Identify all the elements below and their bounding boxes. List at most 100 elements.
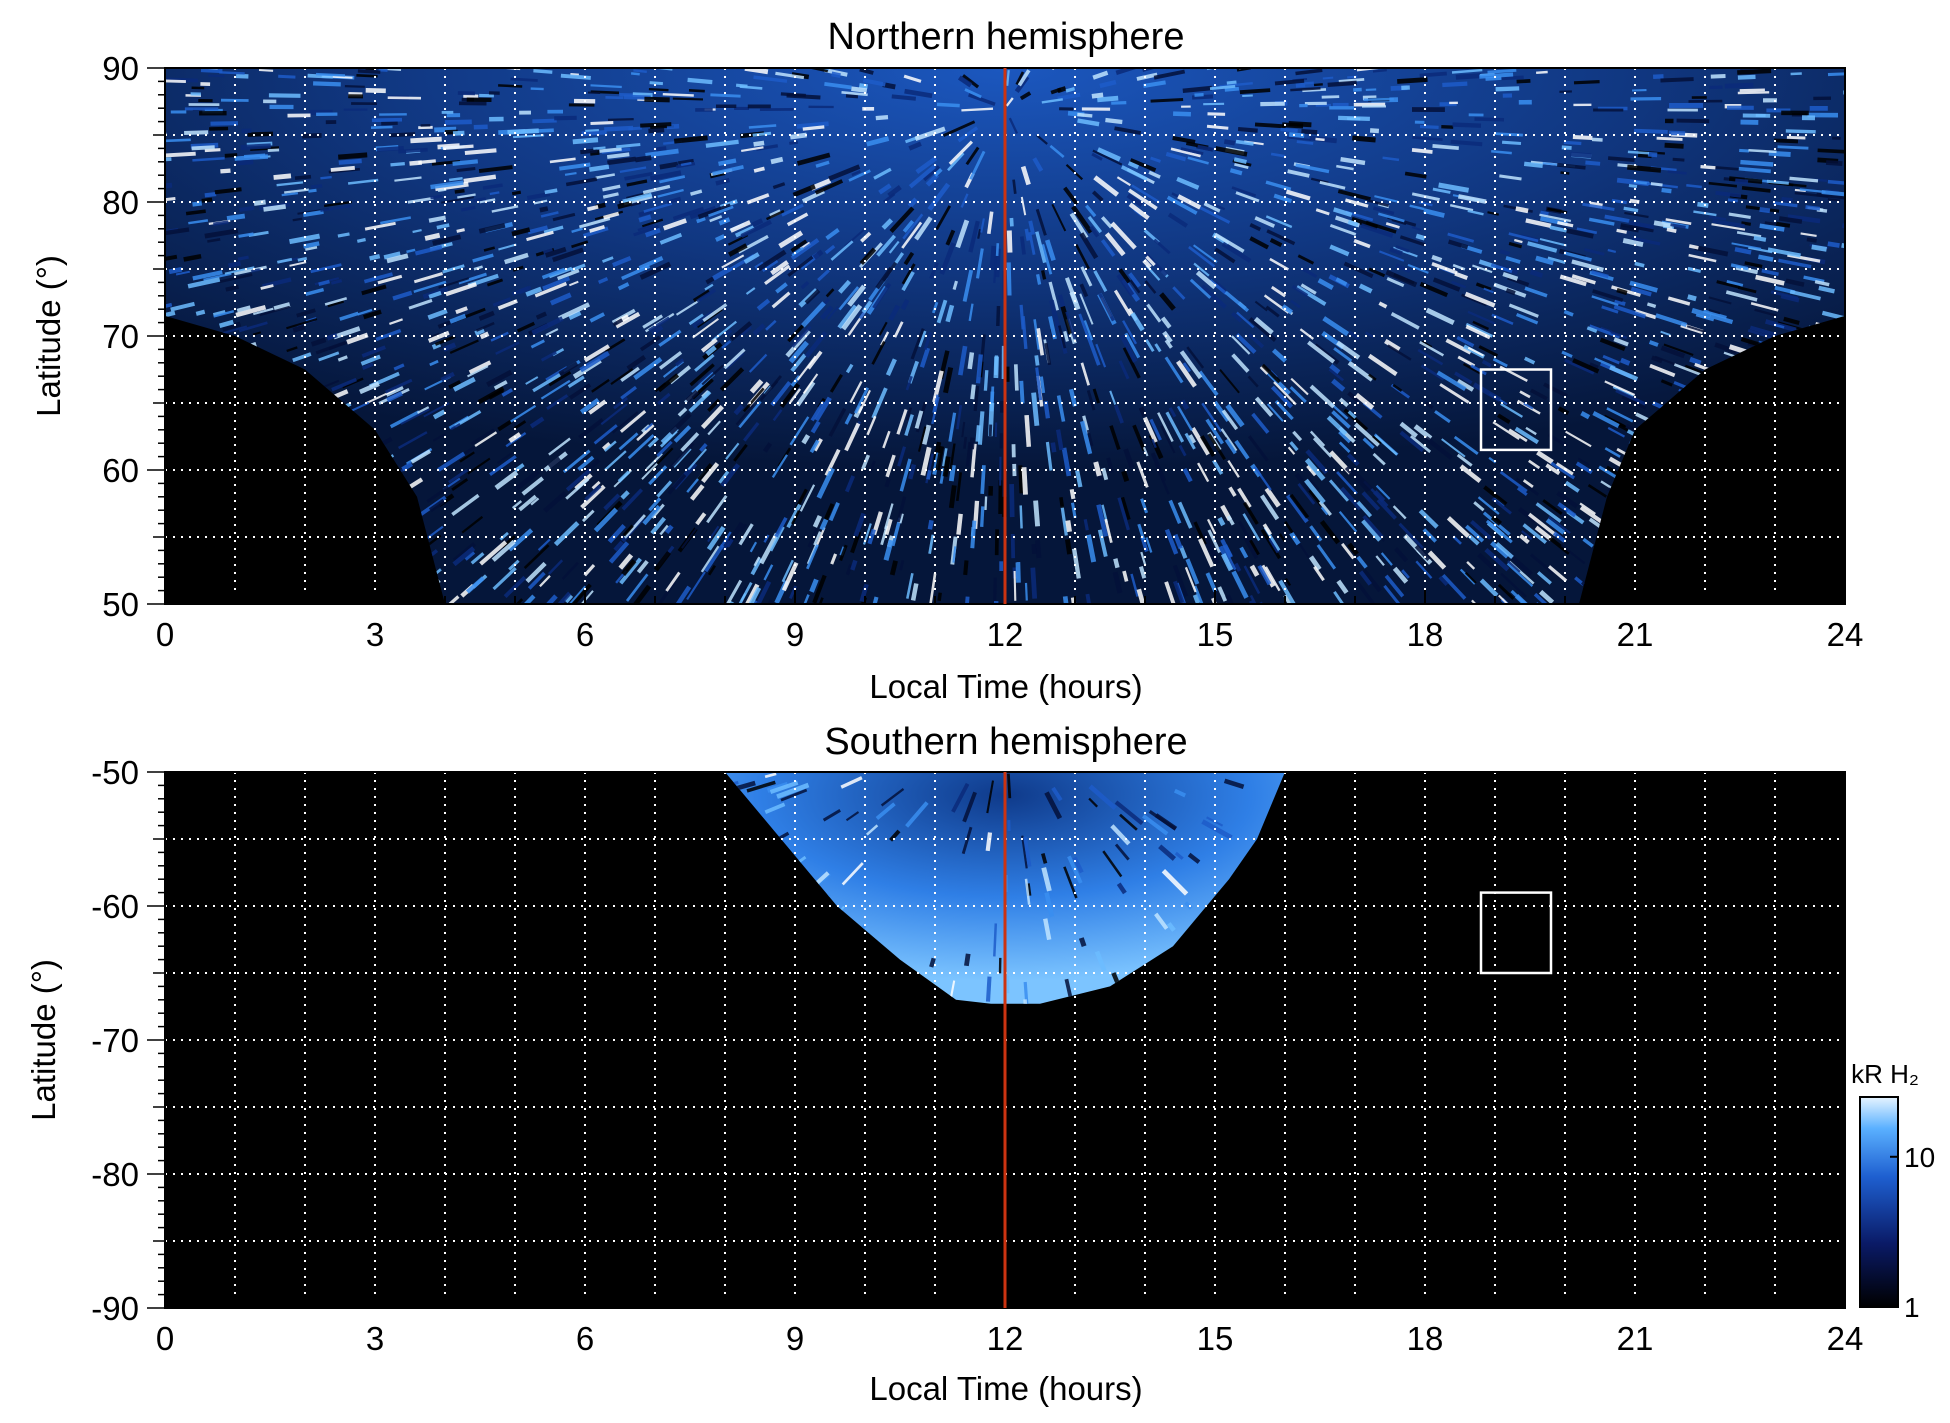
south-axis-ticks: 0 3 6 9 12 15 18 21 24-90-80-70-60-50 xyxy=(91,754,1863,1357)
emission-streak xyxy=(1535,502,1562,523)
emission-streak xyxy=(486,369,513,388)
x-tick-label: 18 xyxy=(1407,616,1444,653)
emission-streak xyxy=(630,72,640,76)
emission-streak xyxy=(1118,360,1130,380)
emission-streak xyxy=(1148,170,1161,179)
emission-streak xyxy=(1431,262,1458,275)
emission-streak xyxy=(1225,403,1245,428)
emission-streak xyxy=(1525,218,1552,229)
emission-streak xyxy=(1270,152,1285,158)
emission-streak xyxy=(967,352,975,370)
emission-streak xyxy=(192,270,223,281)
emission-streak xyxy=(1604,447,1621,458)
emission-streak xyxy=(914,126,946,141)
emission-streak xyxy=(511,500,523,510)
emission-streak xyxy=(1201,532,1220,565)
emission-streak xyxy=(1158,844,1177,861)
emission-streak xyxy=(1287,446,1296,455)
emission-streak xyxy=(1841,223,1845,232)
emission-streak xyxy=(919,347,931,368)
emission-streak xyxy=(770,156,784,165)
emission-streak xyxy=(1624,211,1649,219)
emission-streak xyxy=(1627,164,1662,173)
emission-streak xyxy=(1023,981,1030,1004)
emission-streak xyxy=(1501,140,1522,146)
emission-streak xyxy=(525,561,547,583)
emission-streak xyxy=(1028,220,1036,236)
emission-streak xyxy=(449,313,467,324)
emission-streak xyxy=(1150,452,1167,482)
emission-streak xyxy=(1362,514,1384,539)
emission-streak xyxy=(769,780,799,794)
emission-streak xyxy=(862,78,886,87)
emission-streak xyxy=(568,310,582,321)
emission-streak xyxy=(392,290,413,301)
emission-streak xyxy=(1307,340,1336,364)
y-tick-label: 60 xyxy=(102,452,139,489)
emission-streak xyxy=(1129,279,1141,294)
emission-streak xyxy=(527,571,546,590)
emission-streak xyxy=(1373,489,1386,503)
emission-streak xyxy=(510,404,537,423)
emission-streak xyxy=(657,392,671,405)
emission-streak xyxy=(948,485,957,509)
emission-streak xyxy=(707,398,721,413)
emission-streak xyxy=(975,248,984,279)
emission-streak xyxy=(1121,470,1130,482)
emission-streak xyxy=(1372,68,1387,73)
x-tick-label: 3 xyxy=(366,616,384,653)
emission-streak xyxy=(961,74,980,89)
emission-streak xyxy=(1068,388,1078,407)
emission-streak xyxy=(561,561,579,580)
x-tick-label: 24 xyxy=(1827,616,1864,653)
emission-streak xyxy=(1766,179,1789,185)
emission-streak xyxy=(607,156,637,166)
emission-streak xyxy=(385,385,404,397)
emission-streak xyxy=(1700,164,1716,170)
emission-streak xyxy=(284,188,310,194)
emission-streak xyxy=(564,593,574,604)
emission-streak xyxy=(584,484,602,502)
emission-streak xyxy=(1397,77,1428,84)
emission-streak xyxy=(1327,80,1357,88)
emission-streak xyxy=(1499,470,1528,493)
emission-streak xyxy=(1515,206,1529,214)
emission-streak xyxy=(1176,405,1193,432)
emission-streak xyxy=(627,434,655,460)
emission-streak xyxy=(432,595,460,604)
emission-streak xyxy=(1348,466,1373,492)
emission-streak xyxy=(801,189,825,204)
emission-streak xyxy=(1114,126,1142,135)
emission-streak xyxy=(804,288,821,305)
emission-streak xyxy=(1114,843,1130,861)
emission-streak xyxy=(1384,574,1405,598)
emission-streak xyxy=(461,515,484,534)
emission-streak xyxy=(1479,72,1514,79)
emission-streak xyxy=(1236,311,1255,329)
emission-streak xyxy=(901,271,915,292)
emission-streak xyxy=(1811,244,1827,252)
emission-streak xyxy=(837,304,858,330)
emission-streak xyxy=(904,414,914,436)
emission-streak xyxy=(1231,570,1249,599)
emission-streak xyxy=(1188,245,1216,268)
emission-streak xyxy=(914,410,924,429)
emission-streak xyxy=(1385,269,1418,288)
emission-streak xyxy=(240,143,271,150)
emission-streak xyxy=(1386,276,1405,288)
emission-streak xyxy=(1060,305,1073,335)
emission-streak xyxy=(548,437,571,456)
emission-streak xyxy=(1109,425,1121,450)
emission-streak xyxy=(1754,308,1777,317)
emission-streak xyxy=(673,425,692,443)
emission-streak xyxy=(590,121,614,126)
emission-streak xyxy=(1438,575,1449,587)
emission-streak xyxy=(170,301,195,312)
emission-streak xyxy=(1497,583,1515,600)
emission-streak xyxy=(705,345,717,356)
emission-streak xyxy=(1307,477,1320,492)
emission-streak xyxy=(1172,286,1186,300)
emission-streak xyxy=(721,340,732,349)
emission-streak xyxy=(1065,86,1076,93)
emission-streak xyxy=(1065,311,1077,340)
